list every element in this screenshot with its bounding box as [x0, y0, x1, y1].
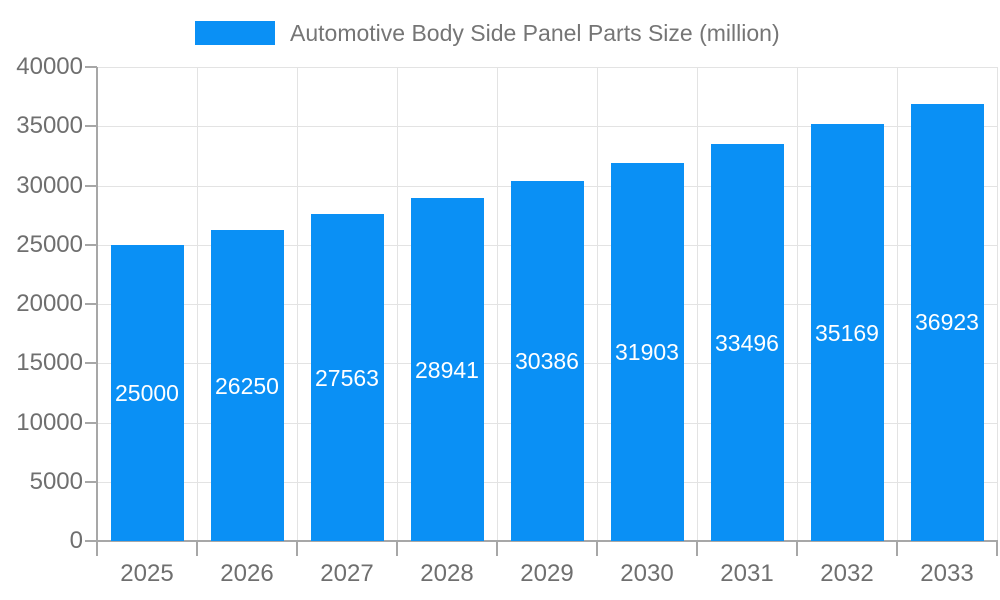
bar — [810, 124, 884, 541]
x-axis-tick — [196, 541, 198, 556]
bar — [610, 162, 684, 541]
bar-value-label: 33496 — [715, 329, 779, 356]
y-axis-tick — [85, 480, 97, 483]
x-axis-tick — [896, 541, 898, 556]
y-axis-tick — [85, 421, 97, 424]
y-tick-label: 15000 — [16, 349, 83, 377]
bar-value-label: 35169 — [815, 319, 879, 346]
y-axis-tick — [85, 243, 97, 246]
chart-legend: Automotive Body Side Panel Parts Size (m… — [0, 0, 1000, 56]
grid-line-vertical — [597, 67, 598, 541]
grid-line-vertical — [297, 67, 298, 541]
x-axis-tick — [396, 541, 398, 556]
x-axis-tick — [296, 541, 298, 556]
bar-value-label: 26250 — [215, 372, 279, 399]
legend-swatch — [195, 21, 275, 45]
grid-line-vertical — [897, 67, 898, 541]
x-axis-line — [96, 540, 998, 542]
grid-line-vertical — [397, 67, 398, 541]
y-tick-label: 5000 — [29, 467, 83, 495]
x-axis-tick — [596, 541, 598, 556]
bar — [310, 214, 384, 541]
x-tick-label: 2030 — [620, 560, 674, 587]
bar-value-label: 31903 — [615, 339, 679, 365]
grid-line-vertical — [797, 67, 798, 541]
x-axis-tick — [496, 541, 498, 556]
y-tick-label: 40000 — [16, 53, 83, 80]
x-tick-label: 2025 — [120, 560, 174, 587]
bar — [910, 103, 984, 541]
bar — [110, 244, 184, 542]
y-tick-label: 35000 — [16, 112, 83, 140]
bar-value-label: 28941 — [415, 356, 479, 383]
bar-value-label: 36923 — [915, 309, 979, 336]
x-tick-label: 2031 — [720, 560, 774, 587]
x-tick-label: 2029 — [520, 560, 574, 587]
x-tick-label: 2027 — [320, 560, 374, 587]
y-axis-line — [96, 67, 98, 541]
x-tick-label: 2026 — [220, 560, 274, 587]
y-tick-label: 30000 — [16, 171, 83, 199]
x-axis-tick — [796, 541, 798, 556]
x-axis-tick — [996, 541, 998, 556]
bar-value-label: 25000 — [115, 379, 179, 406]
grid-line-vertical — [197, 67, 198, 541]
y-axis-tick — [85, 540, 97, 542]
bar — [710, 144, 784, 541]
bar — [410, 198, 484, 541]
x-tick-label: 2028 — [420, 560, 474, 587]
grid-line-vertical — [997, 67, 998, 541]
y-axis-tick — [85, 66, 97, 68]
bar-value-label: 27563 — [315, 364, 379, 391]
y-tick-label: 0 — [69, 527, 83, 554]
grid-line-horizontal — [97, 67, 997, 68]
grid-line-horizontal — [97, 126, 997, 128]
bar-value-label: 30386 — [515, 348, 579, 374]
y-tick-label: 25000 — [16, 230, 83, 258]
grid-line-vertical — [497, 67, 498, 541]
y-axis-tick — [85, 125, 97, 128]
y-tick-label: 20000 — [16, 290, 83, 317]
legend-label: Automotive Body Side Panel Parts Size (m… — [290, 20, 780, 46]
y-tick-label: 10000 — [16, 408, 83, 436]
x-axis-tick — [696, 541, 698, 556]
grid-line-vertical — [697, 67, 698, 541]
y-axis-tick — [85, 184, 97, 187]
x-axis-tick — [96, 541, 98, 556]
y-axis-tick — [85, 362, 97, 365]
bar — [510, 180, 584, 541]
x-tick-label: 2032 — [820, 560, 874, 587]
y-axis-tick — [85, 303, 97, 305]
bar — [210, 229, 284, 541]
x-tick-label: 2033 — [920, 560, 974, 587]
